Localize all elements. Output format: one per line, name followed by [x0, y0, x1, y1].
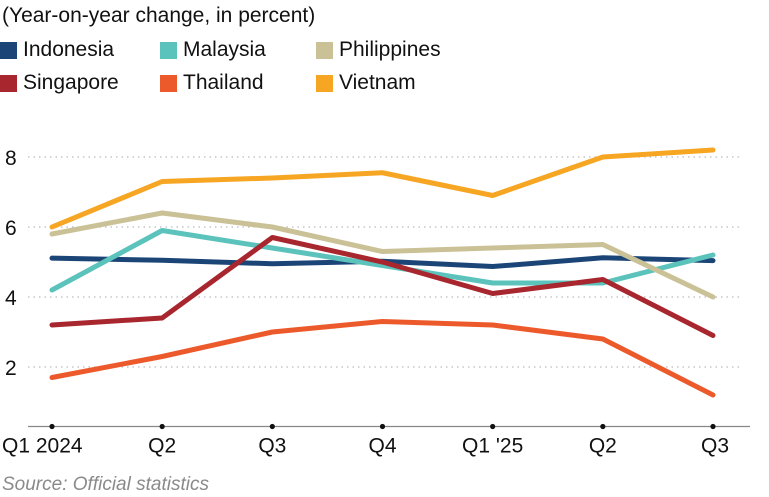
x-tick-label: Q1 '25 — [462, 435, 523, 458]
source-note: Source: Official statistics — [2, 474, 209, 495]
legend-item-philippines: Philippines — [316, 38, 441, 62]
series-line-thailand — [49, 319, 716, 398]
legend-label: Vietnam — [339, 71, 416, 94]
y-tick-label: 4 — [5, 287, 17, 310]
x-tick-label: Q3 — [258, 435, 286, 458]
x-tick-dot — [159, 423, 165, 430]
legend-label: Philippines — [339, 38, 441, 61]
legend-label: Thailand — [183, 71, 264, 94]
legend-swatch — [0, 74, 17, 92]
legend-item-thailand: Thailand — [160, 71, 264, 95]
x-tick-label: Q4 — [368, 435, 396, 458]
legend-swatch — [160, 41, 177, 59]
y-tick-label: 2 — [5, 357, 17, 380]
series-line-philippines — [49, 210, 716, 300]
legend-swatch — [160, 74, 177, 92]
x-tick-label: Q2 — [589, 435, 617, 458]
legend-item-singapore: Singapore — [0, 71, 119, 95]
x-tick-dot — [379, 423, 386, 430]
x-tick-dot — [600, 423, 606, 430]
y-tick-label: 6 — [5, 217, 17, 240]
x-tick-dot — [49, 423, 55, 430]
series-line-vietnam — [49, 147, 716, 230]
legend-swatch — [316, 74, 333, 92]
legend-item-indonesia: Indonesia — [0, 38, 114, 62]
line-chart: 2 4 6 8 Q1 2024 Q2 Q3 Q4 Q1 '25 Q2 Q3 — [2, 147, 750, 458]
legend-item-vietnam: Vietnam — [316, 71, 416, 95]
legend-swatch — [0, 41, 17, 59]
x-tick-dot — [490, 423, 496, 430]
legend-swatch — [316, 41, 333, 59]
legend-label: Singapore — [23, 71, 119, 94]
x-tick-label: Q3 — [701, 435, 729, 458]
legend-label: Indonesia — [23, 38, 115, 61]
x-tick-label: Q2 — [148, 435, 176, 458]
series-line-singapore — [49, 235, 716, 338]
x-tick-label: Q1 2024 — [2, 435, 83, 458]
chart-subtitle: (Year-on-year change, in percent) — [2, 4, 316, 27]
x-tick-dot — [269, 423, 275, 430]
x-tick-dot — [710, 423, 716, 430]
legend-item-malaysia: Malaysia — [160, 38, 266, 62]
legend-label: Malaysia — [183, 38, 266, 61]
series-line-malaysia — [49, 228, 716, 293]
y-tick-label: 8 — [5, 147, 17, 170]
